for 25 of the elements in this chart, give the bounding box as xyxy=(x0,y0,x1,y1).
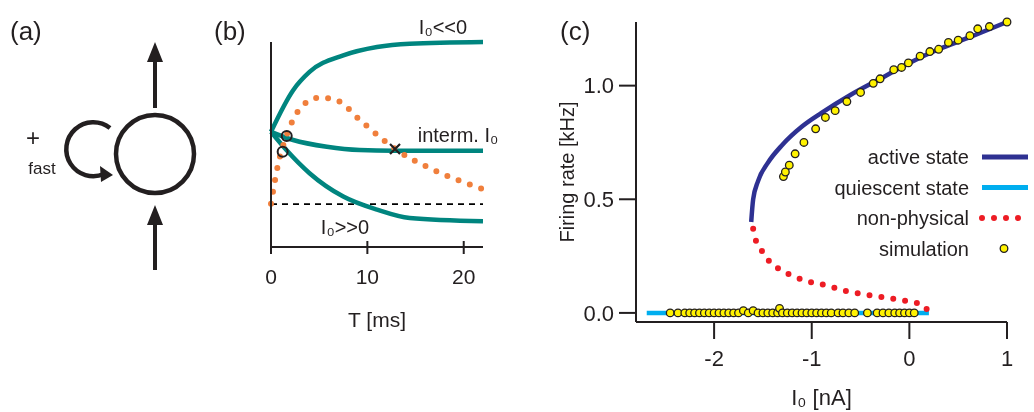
y-tick-label: 0.0 xyxy=(583,300,614,326)
y-tick-label: 0.5 xyxy=(583,186,614,212)
text: (a) xyxy=(10,16,42,46)
x-tick-label: -2 xyxy=(704,346,724,371)
y-tick-label: 1.0 xyxy=(583,73,614,99)
text: I₀<<0 xyxy=(418,16,468,38)
x-tick-label: 10 xyxy=(355,265,380,288)
legend-label: simulation xyxy=(878,237,969,260)
legend-label: non-physical xyxy=(856,207,969,229)
x-axis-title: T [ms] xyxy=(348,308,406,331)
chart-title: (c) xyxy=(560,16,591,46)
text: + xyxy=(25,124,41,151)
annotation: interm. I₀ xyxy=(417,124,499,146)
x-tick-label: 20 xyxy=(452,265,476,288)
x-axis-title: I₀ [nA] xyxy=(791,385,852,410)
legend-label: quiescent state xyxy=(834,176,969,199)
legend-label: active state xyxy=(867,146,969,168)
annotation: I₀>>0 xyxy=(320,216,370,238)
x-tick-label: 0 xyxy=(265,265,277,288)
x-tick-label: -1 xyxy=(801,346,822,371)
y-axis-title: Firing rate [kHz] xyxy=(556,101,578,243)
chart-title: (b) xyxy=(214,16,246,46)
x-tick-label: 0 xyxy=(903,346,916,371)
text: fast xyxy=(28,159,56,178)
x-tick-label: 1 xyxy=(1000,346,1014,371)
